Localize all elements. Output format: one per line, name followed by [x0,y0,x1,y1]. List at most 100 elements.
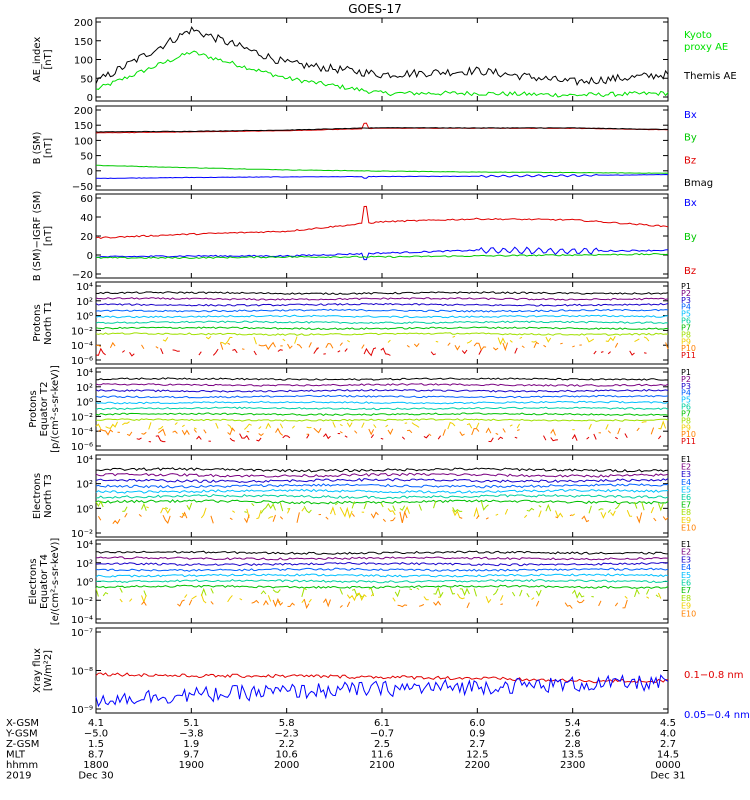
y-axis-label: Electrons [32,473,43,519]
channel-label: P8 [681,330,691,339]
channel-label: E5 [681,571,691,580]
y-tick-label: 0 [87,93,93,104]
channel-label: P9 [681,337,691,346]
series-kyoto-proxy-ae [95,50,669,98]
channel-label: P3 [681,382,691,391]
series-p9 [95,420,667,431]
ephemeris-value: 13.5 [562,750,584,761]
plot-title: GOES-17 [348,2,402,16]
series-p5 [95,400,669,405]
y-axis-label: B (SM) [32,131,43,164]
ephemeris-value: 2300 [560,760,585,771]
series-p1 [95,291,669,295]
ephemeris-row-label: Z-GSM [6,739,39,750]
series-p3 [95,302,669,307]
channel-label: E2 [681,463,691,472]
channel-label: E10 [681,609,696,618]
ephemeris-value: 1800 [83,760,108,771]
ephemeris-value: 14.5 [657,750,679,761]
y-tick-label: 10⁻² [71,596,93,607]
y-tick-label: 10⁻⁴ [71,427,93,438]
y-tick-label: 10⁴ [76,282,93,293]
channel-label: E9 [681,516,691,525]
series-bmag [95,127,669,133]
series-e3 [95,561,669,567]
panel-8: 10⁻⁷ 10⁻⁸ 10⁻⁹ Xray flux [W/m²2] 0.1−0.8 nm 0.… [32,627,750,721]
ephemeris-value: 1.9 [183,739,199,750]
legend-entry: By [684,232,697,243]
series-p1 [95,377,669,381]
panel-frame [95,454,669,538]
y-tick-label: 200 [74,106,93,117]
channel-label: E6 [681,493,691,502]
legend-entry: proxy AE [684,42,728,53]
series-e3 [95,477,669,484]
ephemeris-value: 4.1 [88,718,104,729]
y-tick-label: 10⁻⁶ [71,356,93,367]
y-tick-label: 10⁻⁴ [71,341,93,352]
y-tick-label: 10⁰ [76,312,93,323]
series-e5 [95,573,669,578]
series-e7 [95,584,669,589]
y-tick-label: 0 [87,251,93,262]
series-e4 [95,567,669,572]
series-p7 [95,412,669,416]
series-by [95,252,669,260]
ephemeris-value: 9.7 [183,750,199,761]
y-tick-label: 100 [74,56,93,67]
series-e7 [95,499,669,505]
series-e9 [146,507,668,519]
channel-label: E8 [681,508,691,517]
series-e2 [95,472,669,478]
series-p6 [95,406,669,411]
panel-frame [95,17,669,102]
series-p9 [163,336,661,344]
y-axis-label: [W/m²2] [43,650,54,691]
series-p3 [95,388,669,393]
y-axis-label: [p/(cm²-s-sr-keV)] [50,365,61,453]
series-p10 [95,341,669,352]
legend-entry: Themis AE [683,71,737,82]
y-tick-label: 10⁻² [71,412,93,423]
ephemeris-value: 6.0 [469,718,485,729]
y-tick-label: 200 [74,18,93,29]
ephemeris-value: 1.5 [88,739,104,750]
ephemeris-value: −2.3 [275,729,299,740]
panel-frame [95,627,669,714]
legend-entry: Bmag [684,178,713,189]
series-bx [95,173,669,180]
channel-label: P11 [681,351,696,360]
y-tick-label: 0 [87,167,93,178]
series-e1 [96,550,669,555]
legend-entry: 0.1−0.8 nm [684,670,743,681]
channel-label: P4 [681,389,691,398]
ephemeris-value: 5.4 [565,718,581,729]
ephemeris-row-label: 2019 [6,771,31,782]
y-tick-label: 10² [76,297,93,308]
y-axis-label: Xray flux [32,648,43,693]
channel-label: P5 [681,310,691,319]
channel-label: E1 [681,540,691,549]
y-tick-label: 40 [80,213,93,224]
channel-label: P11 [681,437,696,446]
y-axis-label: North T3 [43,474,54,518]
series-e10 [97,510,669,525]
ephemeris-value: 12.5 [466,750,488,761]
ephemeris-row-label: hhmm [6,760,38,771]
series-e2 [96,556,669,561]
y-tick-label: 10⁻² [71,326,93,337]
y-axis-label: Protons [32,304,43,341]
y-tick-label: 10⁰ [76,504,93,515]
ephemeris-value: 4.5 [660,718,676,729]
series-e6 [95,578,669,584]
ephemeris-value: 0.9 [469,729,485,740]
y-tick-label: 10⁻⁶ [71,442,93,453]
ephemeris-value: 2.2 [279,739,295,750]
series-p11 [137,434,668,442]
ephemeris-value: 2100 [369,760,394,771]
legend-entry: Bz [684,266,696,277]
series-e8 [96,587,668,597]
y-axis-label: [nT] [43,226,54,246]
channel-label: E10 [681,523,696,532]
